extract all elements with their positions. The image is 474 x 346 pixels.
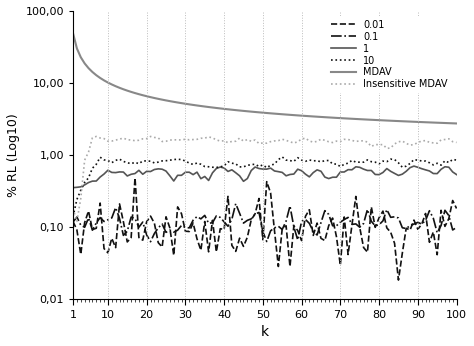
MDAV [423, 120, 428, 124]
MDAV [144, 94, 149, 98]
MDAV [159, 98, 165, 102]
10 [438, 163, 444, 167]
1 [268, 166, 273, 170]
0.01 [454, 207, 459, 211]
0.1 [454, 225, 459, 229]
MDAV [434, 121, 440, 125]
Insensitive MDAV [152, 135, 157, 139]
10 [268, 163, 273, 167]
0.1 [442, 208, 448, 212]
Line: 10: 10 [73, 157, 456, 217]
0.01 [70, 219, 76, 224]
Insensitive MDAV [454, 140, 459, 145]
1 [299, 169, 304, 173]
Insensitive MDAV [74, 219, 80, 224]
1 [411, 164, 417, 168]
0.1 [307, 221, 312, 226]
Insensitive MDAV [275, 138, 281, 143]
Insensitive MDAV [167, 138, 173, 142]
Line: 0.1: 0.1 [73, 204, 456, 242]
1 [438, 167, 444, 171]
0.01 [272, 228, 277, 233]
Insensitive MDAV [148, 134, 154, 138]
10 [454, 158, 459, 162]
Line: 0.01: 0.01 [73, 178, 456, 280]
0.1 [430, 216, 436, 220]
Line: Insensitive MDAV: Insensitive MDAV [73, 136, 456, 221]
Line: 1: 1 [73, 166, 456, 188]
0.1 [70, 220, 76, 224]
0.1 [148, 240, 154, 244]
0.1 [233, 202, 238, 206]
Line: MDAV: MDAV [73, 33, 456, 124]
0.01 [163, 215, 169, 219]
Legend: 0.01, 0.1, 1, 10, MDAV, Insensitive MDAV: 0.01, 0.1, 1, 10, MDAV, Insensitive MDAV [328, 16, 452, 93]
X-axis label: k: k [261, 325, 269, 339]
0.01 [148, 214, 154, 218]
10 [144, 159, 149, 163]
Insensitive MDAV [430, 141, 436, 145]
Insensitive MDAV [70, 207, 76, 211]
Insensitive MDAV [442, 137, 448, 142]
1 [144, 169, 149, 173]
1 [427, 169, 432, 173]
0.01 [302, 214, 308, 218]
0.01 [396, 278, 401, 282]
10 [159, 159, 165, 163]
Insensitive MDAV [307, 139, 312, 143]
MDAV [70, 31, 76, 35]
MDAV [299, 113, 304, 118]
0.01 [442, 224, 448, 228]
10 [279, 155, 285, 159]
0.1 [163, 230, 169, 235]
10 [302, 159, 308, 163]
1 [454, 173, 459, 177]
0.1 [144, 233, 149, 237]
Y-axis label: % RL (Log10): % RL (Log10) [7, 113, 20, 197]
10 [427, 161, 432, 165]
MDAV [268, 111, 273, 116]
1 [159, 167, 165, 171]
0.01 [132, 176, 138, 180]
0.01 [430, 230, 436, 234]
0.1 [275, 224, 281, 228]
MDAV [454, 121, 459, 126]
10 [70, 215, 76, 219]
1 [70, 185, 76, 190]
